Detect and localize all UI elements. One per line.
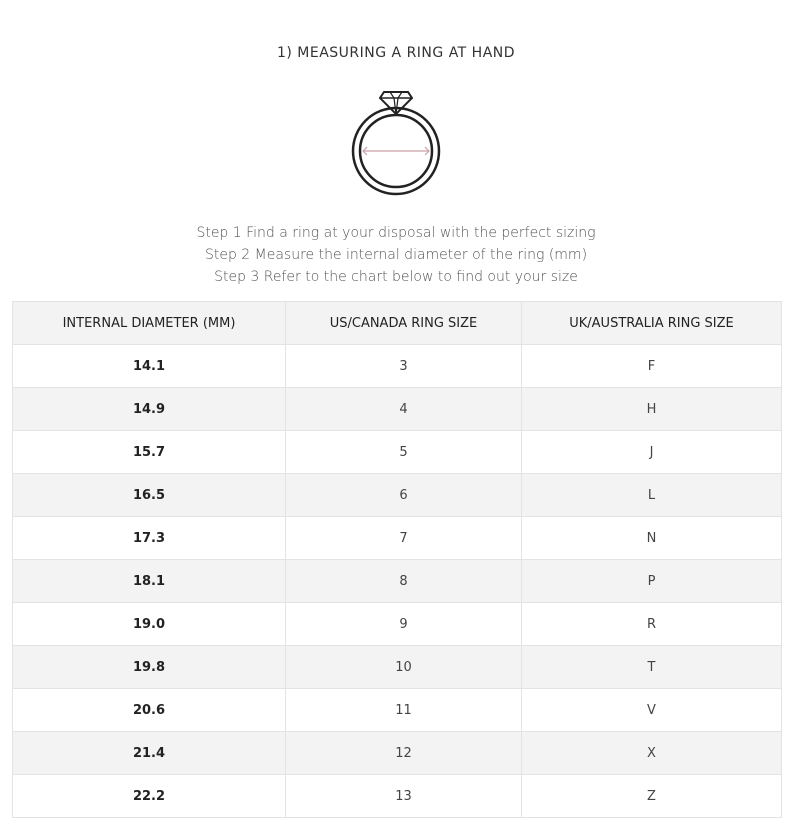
cell-uk-australia-size: H bbox=[521, 387, 782, 431]
step-3: Step 3 Refer to the chart below to find … bbox=[214, 269, 578, 285]
cell-internal-diameter: 14.1 bbox=[12, 344, 286, 388]
table-row: 19.0 9 R bbox=[12, 602, 782, 646]
cell-internal-diameter: 19.0 bbox=[12, 602, 286, 646]
table-row: 17.3 7 N bbox=[12, 516, 782, 560]
table-row: 22.2 13 Z bbox=[12, 774, 782, 818]
cell-uk-australia-size: L bbox=[521, 473, 782, 517]
table-row: 21.4 12 X bbox=[12, 731, 782, 775]
cell-us-canada-size: 13 bbox=[285, 774, 522, 818]
cell-us-canada-size: 7 bbox=[285, 516, 522, 560]
cell-uk-australia-size: R bbox=[521, 602, 782, 646]
cell-uk-australia-size: V bbox=[521, 688, 782, 732]
table-row: 14.1 3 F bbox=[12, 344, 782, 388]
cell-internal-diameter: 20.6 bbox=[12, 688, 286, 732]
header-internal-diameter: INTERNAL DIAMETER (MM) bbox=[12, 301, 286, 345]
cell-uk-australia-size: T bbox=[521, 645, 782, 689]
ring-size-table: INTERNAL DIAMETER (MM) US/CANADA RING SI… bbox=[12, 301, 782, 818]
cell-internal-diameter: 22.2 bbox=[12, 774, 286, 818]
table-row: 15.7 5 J bbox=[12, 430, 782, 474]
cell-internal-diameter: 15.7 bbox=[12, 430, 286, 474]
table-header-row: INTERNAL DIAMETER (MM) US/CANADA RING SI… bbox=[12, 301, 782, 345]
cell-uk-australia-size: J bbox=[521, 430, 782, 474]
ring-diameter-icon bbox=[351, 91, 441, 196]
cell-uk-australia-size: N bbox=[521, 516, 782, 560]
cell-uk-australia-size: F bbox=[521, 344, 782, 388]
cell-us-canada-size: 12 bbox=[285, 731, 522, 775]
header-us-canada-size: US/CANADA RING SIZE bbox=[285, 301, 522, 345]
cell-us-canada-size: 5 bbox=[285, 430, 522, 474]
cell-us-canada-size: 3 bbox=[285, 344, 522, 388]
cell-uk-australia-size: P bbox=[521, 559, 782, 603]
cell-us-canada-size: 6 bbox=[285, 473, 522, 517]
cell-us-canada-size: 10 bbox=[285, 645, 522, 689]
cell-us-canada-size: 11 bbox=[285, 688, 522, 732]
cell-internal-diameter: 17.3 bbox=[12, 516, 286, 560]
header-uk-australia-size: UK/AUSTRALIA RING SIZE bbox=[521, 301, 782, 345]
instructions: Step 1 Find a ring at your disposal with… bbox=[0, 222, 792, 288]
table-row: 14.9 4 H bbox=[12, 387, 782, 431]
table-row: 20.6 11 V bbox=[12, 688, 782, 732]
step-1: Step 1 Find a ring at your disposal with… bbox=[196, 225, 596, 241]
step-2: Step 2 Measure the internal diameter of … bbox=[204, 247, 588, 263]
cell-uk-australia-size: X bbox=[521, 731, 782, 775]
cell-us-canada-size: 9 bbox=[285, 602, 522, 646]
table-row: 18.1 8 P bbox=[12, 559, 782, 603]
table-row: 19.8 10 T bbox=[12, 645, 782, 689]
cell-us-canada-size: 4 bbox=[285, 387, 522, 431]
section-title: 1) MEASURING A RING AT HAND bbox=[276, 45, 516, 61]
cell-internal-diameter: 16.5 bbox=[12, 473, 286, 517]
cell-us-canada-size: 8 bbox=[285, 559, 522, 603]
cell-internal-diameter: 14.9 bbox=[12, 387, 286, 431]
cell-uk-australia-size: Z bbox=[521, 774, 782, 818]
cell-internal-diameter: 18.1 bbox=[12, 559, 286, 603]
cell-internal-diameter: 21.4 bbox=[12, 731, 286, 775]
table-row: 16.5 6 L bbox=[12, 473, 782, 517]
cell-internal-diameter: 19.8 bbox=[12, 645, 286, 689]
